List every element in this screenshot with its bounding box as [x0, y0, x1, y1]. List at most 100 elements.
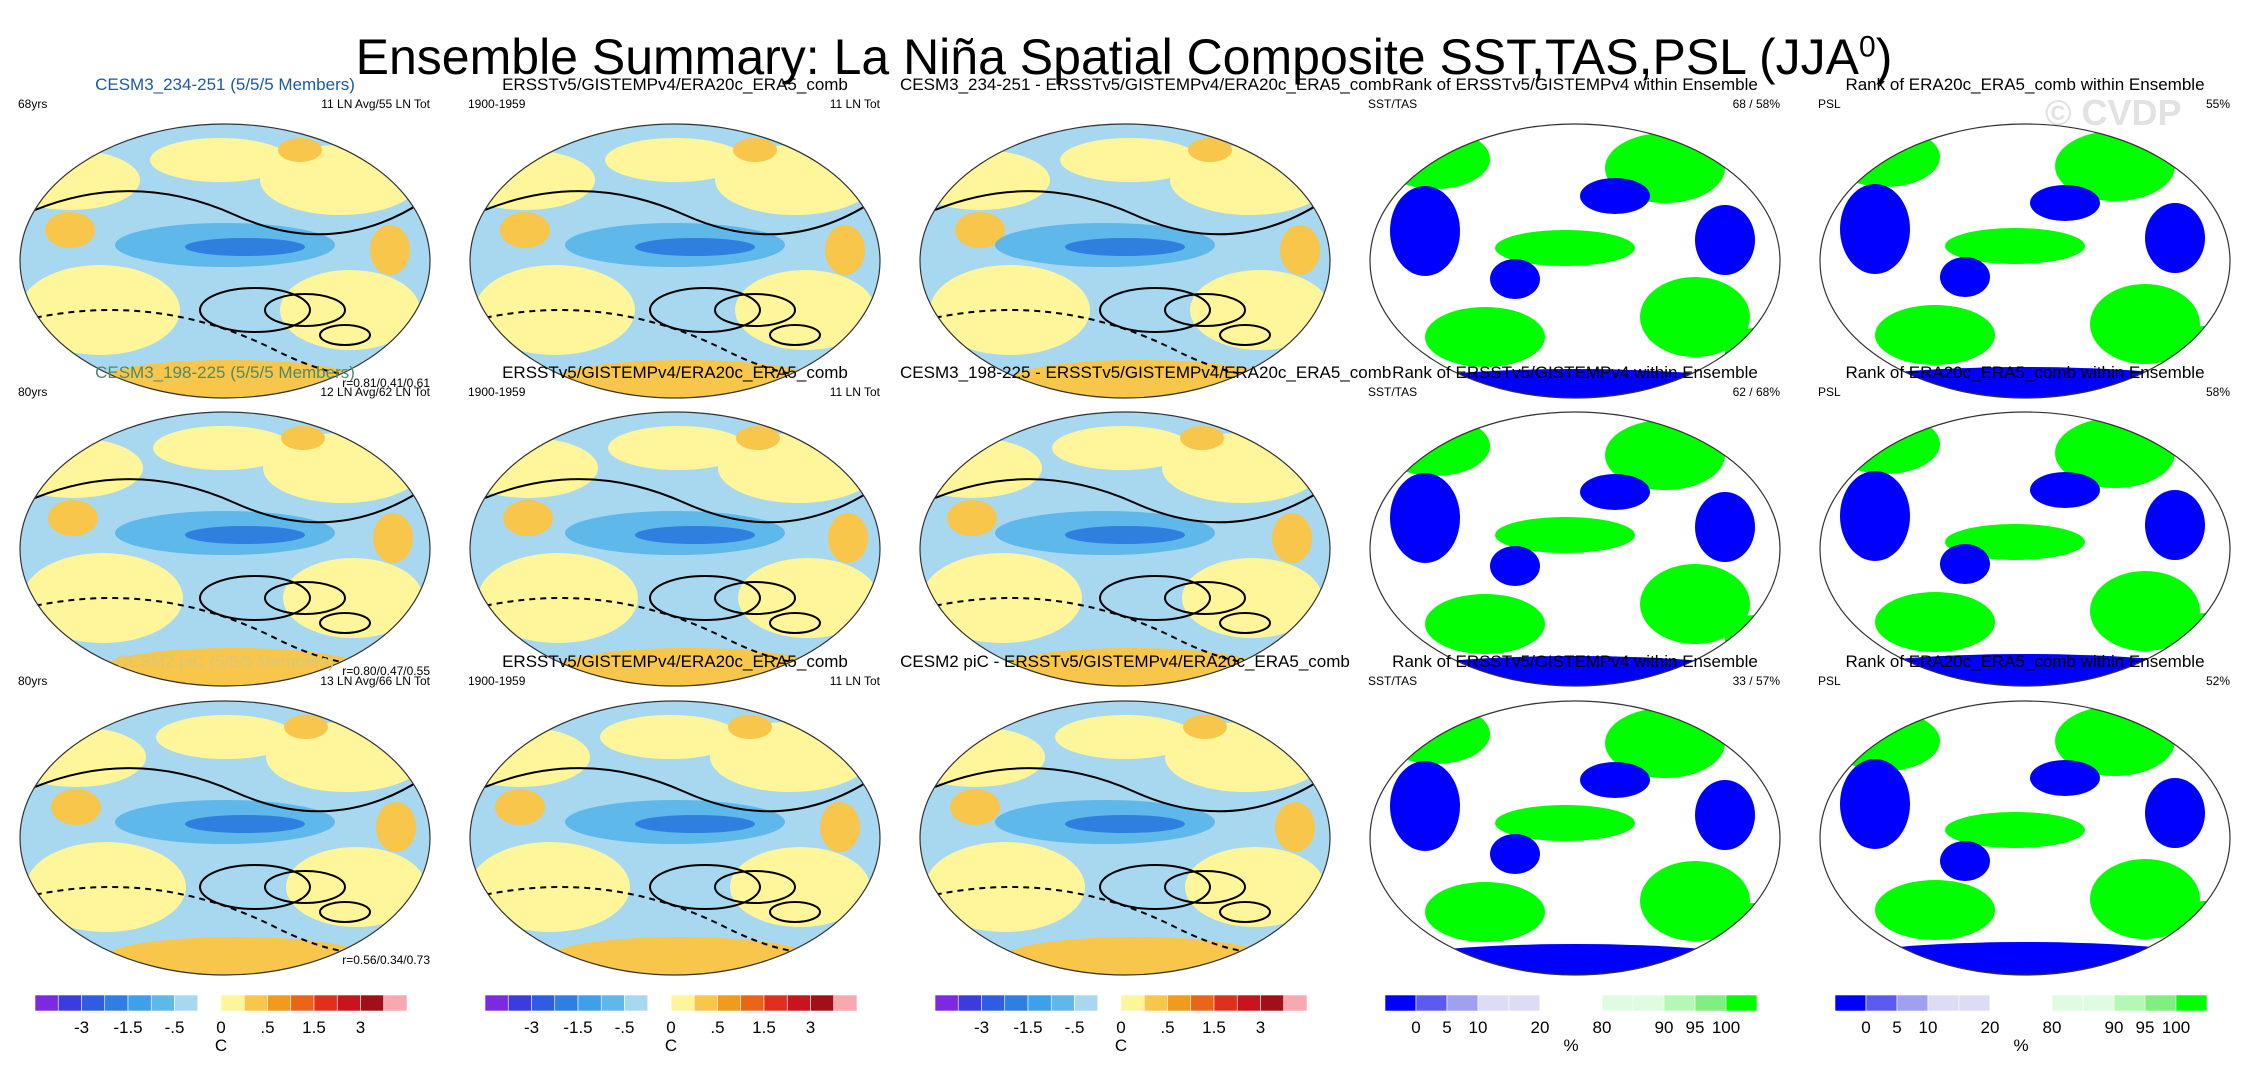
colorbar-tick-label: 95	[2136, 1018, 2155, 1037]
psl-contour	[1099, 287, 1211, 333]
panel-corner-right: 11 LN Tot	[829, 97, 880, 111]
panel-corner-right: 55%	[2205, 97, 2230, 111]
warm-anomaly	[1272, 513, 1312, 563]
colorbar-swatch	[1601, 994, 1634, 1012]
colorbar-unit: C	[1115, 1036, 1127, 1055]
colorbar-swatch	[81, 994, 106, 1012]
rank-region	[2145, 490, 2205, 560]
colorbar-swatch	[740, 994, 765, 1012]
panel-title: CESM3_234-251 (5/5/5 Members)	[95, 75, 355, 94]
rank-region	[1840, 471, 1910, 561]
colorbar-swatch	[1143, 994, 1168, 1012]
colorbar-tick-label: 100	[1712, 1018, 1740, 1037]
psl-contour-negative	[474, 886, 876, 954]
psl-contour	[649, 575, 761, 621]
colorbar-swatch	[313, 994, 338, 1012]
cool-anomaly-core	[185, 815, 305, 833]
colorbar-swatch	[833, 994, 858, 1012]
colorbar-swatch	[577, 994, 602, 1012]
rank-region	[2090, 859, 2200, 939]
psl-contour-negative	[24, 597, 426, 665]
rank-map	[1819, 123, 2231, 399]
panel-title: ERSSTv5/GISTEMPv4/ERA20c_ERA5_comb	[502, 652, 848, 671]
rank-map	[1819, 411, 2231, 687]
colorbar-swatch	[336, 994, 361, 1012]
warm-anomaly	[500, 212, 550, 248]
globe-outline	[469, 411, 881, 687]
colorbar-swatch	[1167, 994, 1192, 1012]
warm-anomaly	[920, 150, 1050, 210]
psl-contour	[264, 581, 346, 615]
panel-corner-right: 62 / 68%	[1732, 385, 1780, 399]
rank-region	[1580, 178, 1650, 214]
panel-title: CESM2 piC - ERSSTv5/GISTEMPv4/ERA20c_ERA…	[900, 652, 1350, 671]
colorbar-tick-label: .5	[710, 1018, 724, 1037]
rank-region	[1425, 882, 1545, 942]
rank-region	[1830, 127, 1940, 187]
warm-anomaly	[156, 715, 296, 759]
colorbar-unit: %	[1563, 1036, 1578, 1055]
warm-anomaly	[828, 513, 868, 563]
rank-region	[1490, 546, 1540, 586]
psl-contour	[1099, 864, 1211, 910]
psl-contour	[34, 767, 426, 813]
panel-title: CESM2 piC (5/5/5 Members)	[115, 652, 335, 671]
warm-anomaly	[955, 212, 1005, 248]
colorbar-swatch	[507, 994, 532, 1012]
colorbar-tick-label: 1.5	[752, 1018, 776, 1037]
panel-corner-left: 80yrs	[18, 385, 48, 399]
panel-corner-left: 1900-1959	[468, 674, 526, 688]
warm-anomaly	[1180, 426, 1224, 450]
colorbar-swatch	[2113, 994, 2146, 1012]
colorbar-swatch	[1896, 994, 1929, 1012]
globe-outline	[469, 700, 881, 976]
anom-map	[469, 123, 881, 399]
psl-contour-negative	[924, 309, 1326, 377]
psl-contour	[769, 324, 821, 346]
psl-contour	[1164, 870, 1246, 904]
panel-corner-right: 11 LN Avg/55 LN Tot	[321, 97, 430, 111]
colorbar-tick-label: 10	[1919, 1018, 1938, 1037]
warm-anomaly	[947, 500, 997, 536]
warm-anomaly	[470, 842, 630, 932]
rank-colorbar: 0 5 10 20 80 90 95 100%	[1384, 994, 1758, 1055]
page-title-text: Ensemble Summary: La Niña Spatial Compos…	[355, 29, 1860, 85]
colorbar-tick-label: 80	[1593, 1018, 1612, 1037]
rank-region	[1945, 228, 2085, 264]
globe-outline	[919, 411, 1331, 687]
rank-region	[2145, 203, 2205, 273]
colorbar-swatch	[1725, 994, 1758, 1012]
warm-anomaly	[1188, 138, 1232, 162]
globe-outline	[469, 123, 881, 399]
psl-contour	[1099, 575, 1211, 621]
colorbar-tick-label: 100	[2162, 1018, 2190, 1037]
colorbar-swatch	[1260, 994, 1285, 1012]
cool-anomaly-core	[1065, 238, 1185, 256]
psl-contour-negative	[924, 886, 1326, 954]
rank-region	[1580, 474, 1650, 510]
warm-anomaly	[503, 500, 553, 536]
colorbar-swatch	[2175, 994, 2208, 1012]
temperature-colorbar: -3 -1.5 -.5 0 .5 1.5 3 C	[934, 994, 1308, 1055]
psl-contour	[1219, 324, 1271, 346]
warm-anomaly	[48, 500, 98, 536]
colorbar-swatch	[670, 994, 695, 1012]
colorbar-swatch	[243, 994, 268, 1012]
panel-corner-right: 13 LN Avg/66 LN Tot	[320, 674, 430, 688]
colorbar-swatch	[104, 994, 129, 1012]
warm-anomaly	[550, 937, 810, 975]
colorbar-tick-label: -.5	[615, 1018, 635, 1037]
colorbar-tick-label: -.5	[165, 1018, 185, 1037]
psl-contour-negative	[924, 597, 1326, 665]
rank-region	[1390, 186, 1460, 276]
psl-contour-negative	[24, 309, 426, 377]
page-title-close: )	[1875, 29, 1893, 85]
psl-contour	[714, 581, 796, 615]
panel-corner-left: SST/TAS	[1368, 385, 1418, 399]
warm-anomaly	[1183, 715, 1227, 739]
globe-outline	[19, 411, 431, 687]
colorbar-tick-label: -3	[974, 1018, 989, 1037]
colorbar-tick-label: -.5	[1065, 1018, 1085, 1037]
colorbar-swatch	[957, 994, 982, 1012]
colorbar-swatch	[1446, 994, 1479, 1012]
